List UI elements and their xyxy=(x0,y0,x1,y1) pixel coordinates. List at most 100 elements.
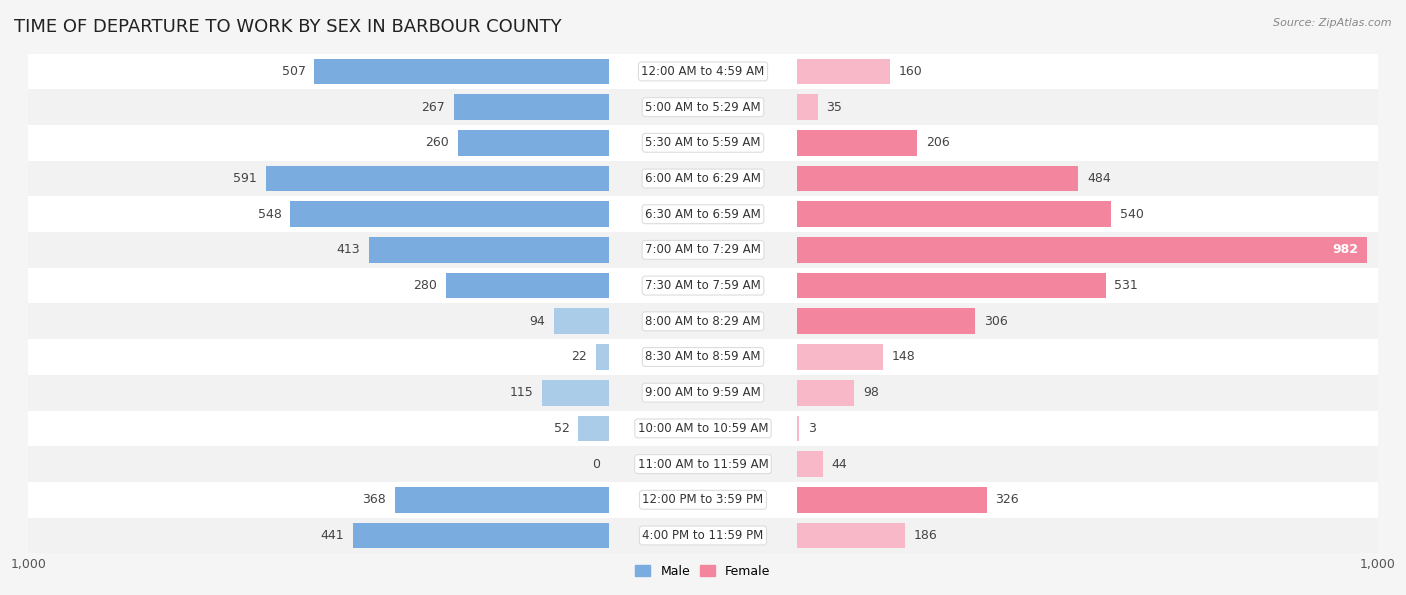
Text: 160: 160 xyxy=(898,65,922,78)
Bar xyxy=(446,273,609,299)
Text: 368: 368 xyxy=(363,493,387,506)
Bar xyxy=(609,268,797,303)
Text: 22: 22 xyxy=(571,350,588,364)
Bar xyxy=(609,518,797,553)
Bar xyxy=(28,375,609,411)
Text: 591: 591 xyxy=(233,172,257,185)
Text: 12:00 AM to 4:59 AM: 12:00 AM to 4:59 AM xyxy=(641,65,765,78)
Bar xyxy=(797,415,799,441)
Bar xyxy=(797,237,1368,263)
Text: 507: 507 xyxy=(281,65,305,78)
Bar xyxy=(797,446,1378,482)
Bar xyxy=(797,522,905,549)
Text: 306: 306 xyxy=(984,315,1008,328)
Text: 35: 35 xyxy=(827,101,842,114)
Bar xyxy=(797,196,1378,232)
Text: 206: 206 xyxy=(925,136,949,149)
Bar xyxy=(797,89,1378,125)
Text: 9:00 AM to 9:59 AM: 9:00 AM to 9:59 AM xyxy=(645,386,761,399)
Text: 10:00 AM to 10:59 AM: 10:00 AM to 10:59 AM xyxy=(638,422,768,435)
Bar xyxy=(797,482,1378,518)
Bar xyxy=(609,482,797,518)
Text: Source: ZipAtlas.com: Source: ZipAtlas.com xyxy=(1274,18,1392,28)
Bar xyxy=(797,130,917,156)
Bar xyxy=(797,303,1378,339)
Bar xyxy=(797,339,1378,375)
Text: 11:00 AM to 11:59 AM: 11:00 AM to 11:59 AM xyxy=(638,458,768,471)
Bar xyxy=(368,237,609,263)
Bar xyxy=(797,487,987,513)
Text: 540: 540 xyxy=(1119,208,1143,221)
Bar xyxy=(28,268,609,303)
Bar xyxy=(28,482,609,518)
Text: 94: 94 xyxy=(530,315,546,328)
Text: 98: 98 xyxy=(863,386,879,399)
Bar xyxy=(578,415,609,441)
Bar xyxy=(291,201,609,227)
Bar xyxy=(266,165,609,192)
Bar xyxy=(797,273,1105,299)
Bar xyxy=(797,161,1378,196)
Text: 6:30 AM to 6:59 AM: 6:30 AM to 6:59 AM xyxy=(645,208,761,221)
Bar xyxy=(609,232,797,268)
Legend: Male, Female: Male, Female xyxy=(630,560,776,583)
Bar xyxy=(609,339,797,375)
Bar xyxy=(609,411,797,446)
Bar xyxy=(609,446,797,482)
Text: 441: 441 xyxy=(321,529,344,542)
Bar xyxy=(797,380,855,406)
Bar xyxy=(797,411,1378,446)
Text: 186: 186 xyxy=(914,529,938,542)
Text: 8:00 AM to 8:29 AM: 8:00 AM to 8:29 AM xyxy=(645,315,761,328)
Bar xyxy=(609,54,797,89)
Text: 982: 982 xyxy=(1333,243,1358,256)
Bar xyxy=(395,487,609,513)
Bar xyxy=(609,125,797,161)
Bar xyxy=(596,344,609,370)
Bar xyxy=(797,54,1378,89)
Bar xyxy=(797,451,823,477)
Bar xyxy=(454,94,609,120)
Bar xyxy=(554,308,609,334)
Text: 413: 413 xyxy=(336,243,360,256)
Bar xyxy=(28,125,609,161)
Text: 484: 484 xyxy=(1087,172,1111,185)
Text: 5:30 AM to 5:59 AM: 5:30 AM to 5:59 AM xyxy=(645,136,761,149)
Bar xyxy=(609,303,797,339)
Text: TIME OF DEPARTURE TO WORK BY SEX IN BARBOUR COUNTY: TIME OF DEPARTURE TO WORK BY SEX IN BARB… xyxy=(14,18,561,36)
Text: 115: 115 xyxy=(509,386,533,399)
Text: 12:00 PM to 3:59 PM: 12:00 PM to 3:59 PM xyxy=(643,493,763,506)
Bar xyxy=(609,375,797,411)
Bar xyxy=(797,94,818,120)
Bar xyxy=(797,201,1111,227)
Text: 6:00 AM to 6:29 AM: 6:00 AM to 6:29 AM xyxy=(645,172,761,185)
Text: 4:00 PM to 11:59 PM: 4:00 PM to 11:59 PM xyxy=(643,529,763,542)
Text: 7:00 AM to 7:29 AM: 7:00 AM to 7:29 AM xyxy=(645,243,761,256)
Bar xyxy=(797,232,1378,268)
Text: 548: 548 xyxy=(257,208,281,221)
Bar xyxy=(609,196,797,232)
Bar xyxy=(797,125,1378,161)
Text: 326: 326 xyxy=(995,493,1019,506)
Text: 0: 0 xyxy=(592,458,600,471)
Text: 531: 531 xyxy=(1115,279,1137,292)
Bar xyxy=(797,518,1378,553)
Text: 267: 267 xyxy=(420,101,444,114)
Bar xyxy=(457,130,609,156)
Bar xyxy=(28,89,609,125)
Bar xyxy=(797,344,883,370)
Text: 148: 148 xyxy=(891,350,915,364)
Text: 44: 44 xyxy=(832,458,848,471)
Bar xyxy=(353,522,609,549)
Bar xyxy=(28,446,609,482)
Bar xyxy=(28,339,609,375)
Bar xyxy=(315,58,609,84)
Bar xyxy=(609,161,797,196)
Bar xyxy=(797,375,1378,411)
Text: 3: 3 xyxy=(808,422,815,435)
Bar xyxy=(797,165,1078,192)
Text: 8:30 AM to 8:59 AM: 8:30 AM to 8:59 AM xyxy=(645,350,761,364)
Bar xyxy=(797,308,976,334)
Bar xyxy=(28,161,609,196)
Bar xyxy=(609,89,797,125)
